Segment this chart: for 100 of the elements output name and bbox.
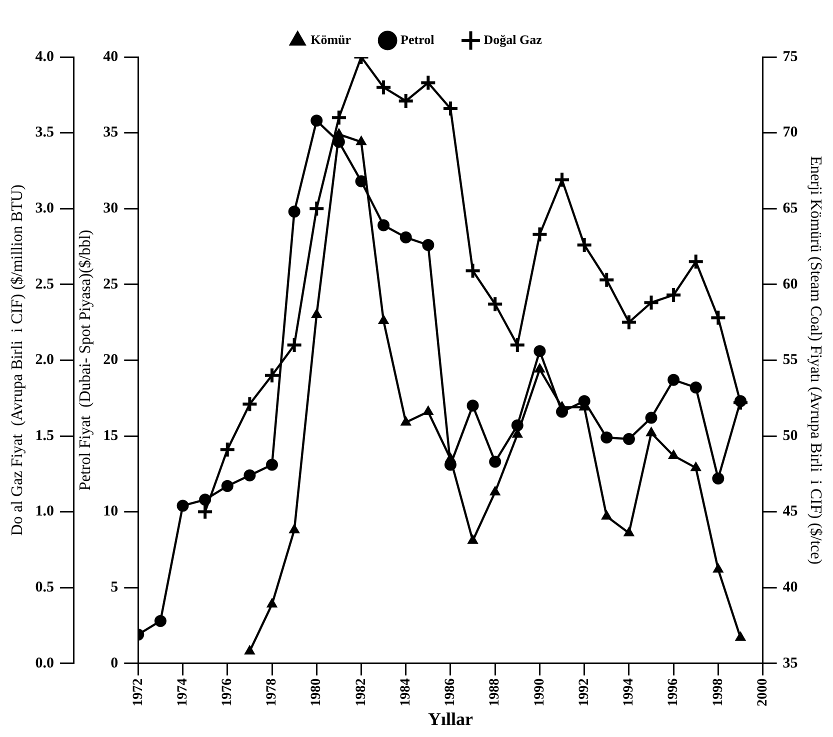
point (266, 598, 278, 608)
point (330, 109, 348, 126)
point (244, 469, 256, 482)
point (355, 175, 368, 188)
point (442, 100, 459, 118)
x-tick-label: 1978 (264, 678, 280, 706)
y2-tick-label: 75 (782, 48, 798, 65)
point (598, 271, 616, 288)
point (286, 336, 303, 354)
legend-label: Petrol (400, 32, 435, 47)
point (554, 171, 571, 188)
point (241, 396, 258, 413)
y3-tick-label: 5 (110, 579, 118, 596)
point (420, 74, 437, 92)
point (154, 614, 166, 627)
point (464, 262, 482, 280)
x-tick-label: 1988 (488, 678, 503, 706)
y-tick-label: 0.0 (35, 655, 54, 672)
y-tick-label: 1.5 (35, 428, 54, 444)
point (490, 486, 500, 496)
point (266, 458, 278, 471)
y3-tick-label: 30 (103, 200, 118, 216)
x-tick-label: 2000 (755, 678, 770, 706)
point (221, 480, 234, 492)
point (289, 524, 300, 534)
y2-tick-label: 35 (782, 655, 798, 672)
point (378, 219, 390, 232)
point (311, 308, 322, 318)
point (665, 286, 682, 304)
point (466, 400, 479, 412)
point (576, 236, 593, 254)
point (534, 345, 546, 358)
y-axis-title: Do al Gaz Fiyat (Avrupa Birli i CIF) ($/million BTU) (8, 184, 26, 536)
point (601, 510, 612, 520)
y-tick-label: 3.5 (35, 124, 54, 141)
point (645, 412, 658, 424)
y2-tick-label: 50 (782, 428, 798, 444)
point (622, 433, 635, 446)
y3-tick-label: 25 (103, 276, 118, 292)
point (489, 456, 502, 468)
y-tick-label: 2.0 (35, 352, 54, 368)
x-tick-label: 1982 (354, 678, 369, 706)
point (508, 336, 526, 354)
y2-tick-label: 40 (782, 579, 798, 596)
point (422, 406, 434, 415)
point (310, 114, 323, 127)
y3-tick-label: 0 (110, 655, 118, 672)
point (735, 632, 746, 641)
point (397, 92, 414, 110)
x-axis-title: Yıllar (428, 708, 473, 729)
point (620, 314, 638, 331)
y3-tick-label: 10 (103, 504, 118, 520)
point (264, 366, 281, 384)
y2-axis-title: Enerji Kömürü (Steam Coal) Fiyatı (Avrupa Birli i CIF) ($/tce) (807, 156, 824, 564)
point (687, 253, 704, 270)
point (690, 381, 702, 394)
point (378, 314, 389, 324)
point (690, 462, 702, 472)
y-tick-label: 4.0 (35, 48, 54, 65)
y-tick-label: 0.5 (35, 579, 54, 596)
point (176, 500, 189, 512)
point (511, 419, 524, 432)
point (710, 309, 727, 326)
y2-tick-label: 60 (782, 276, 798, 292)
x-tick-label: 1986 (443, 678, 458, 706)
y3-tick-label: 20 (103, 352, 118, 368)
y3-tick-label: 40 (103, 48, 118, 65)
y-tick-label: 1.0 (35, 504, 54, 520)
point (468, 534, 478, 544)
point (712, 563, 724, 573)
point (486, 296, 504, 313)
y2-tick-label: 45 (782, 504, 798, 520)
y-tick-label: 2.5 (35, 276, 54, 292)
point (668, 450, 679, 459)
point (624, 527, 634, 536)
y3-axis-title: Petrol Fiyat (Dubai- Spot Piyasa)($/bbl) (76, 230, 94, 491)
x-tick-label: 1998 (710, 678, 726, 706)
y3-tick-label: 15 (103, 428, 118, 444)
x-tick-label: 1996 (666, 678, 682, 706)
point (288, 206, 300, 218)
y2-tick-label: 70 (782, 124, 798, 141)
point (308, 200, 326, 218)
x-tick-label: 1984 (398, 678, 414, 706)
x-tick-label: 1974 (175, 678, 190, 706)
point (712, 472, 724, 484)
point (422, 238, 434, 251)
point (400, 231, 412, 244)
point (668, 374, 680, 386)
point (531, 226, 548, 243)
y-tick-label: 3.0 (35, 200, 54, 216)
legend-label: Kömür (310, 32, 352, 47)
point (534, 363, 545, 373)
y3-tick-label: 35 (103, 124, 118, 141)
x-tick-label: 1980 (309, 678, 324, 706)
x-tick-label: 1992 (576, 678, 592, 706)
point (646, 426, 657, 436)
point (578, 395, 590, 408)
legend-label: Doğal Gaz (484, 32, 542, 47)
point (218, 441, 236, 458)
x-tick-label: 1994 (622, 678, 637, 706)
